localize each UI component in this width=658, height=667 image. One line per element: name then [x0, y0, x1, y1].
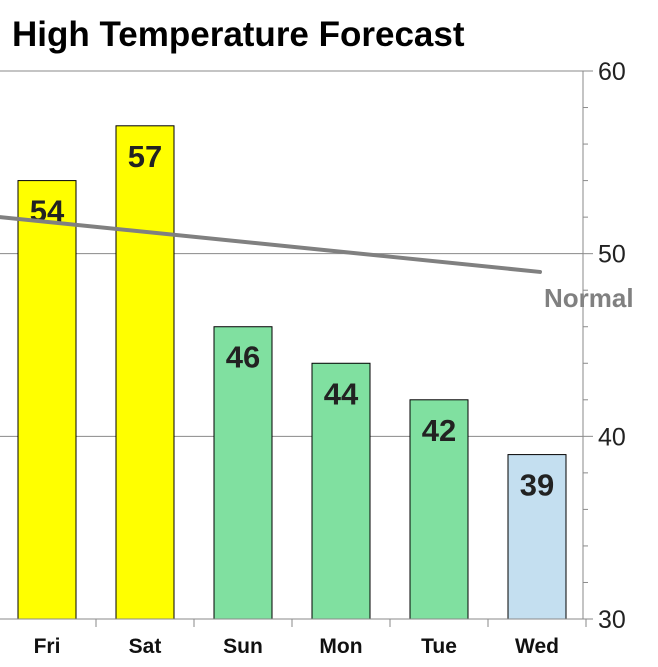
x-tick-label-mon: Mon — [319, 635, 362, 658]
normal-label: Normal — [544, 283, 634, 313]
bar-mon — [311, 362, 371, 620]
value-label-tue: 42 — [422, 413, 456, 448]
value-label-sat: 57 — [128, 139, 162, 174]
value-label-mon: 44 — [324, 376, 359, 411]
bar-wed — [507, 454, 567, 620]
x-tick-label-sat: Sat — [129, 635, 162, 658]
x-tick-label-sun: Sun — [223, 635, 263, 658]
gridlines — [0, 70, 583, 437]
normal-line-group: Normal — [0, 215, 634, 313]
x-tick-label-tue: Tue — [421, 635, 457, 658]
value-label-wed: 39 — [520, 468, 554, 503]
y-tick-label-30: 30 — [598, 606, 626, 634]
bar-sat — [115, 125, 175, 620]
x-tick-label-wed: Wed — [515, 635, 559, 658]
y-tick-label-50: 50 — [598, 241, 626, 269]
y-tick-label-60: 60 — [598, 58, 626, 86]
value-label-sun: 46 — [226, 340, 260, 375]
x-tick-label-fri: Fri — [34, 635, 61, 658]
bar-fri — [17, 180, 77, 620]
x-axis-labels: Fri Sat Sun Mon Tue Wed — [34, 619, 587, 658]
bar-tue — [409, 399, 469, 620]
normal-line — [0, 215, 542, 274]
chart-title: High Temperature Forecast — [12, 15, 465, 54]
y-tick-label-40: 40 — [598, 423, 626, 451]
